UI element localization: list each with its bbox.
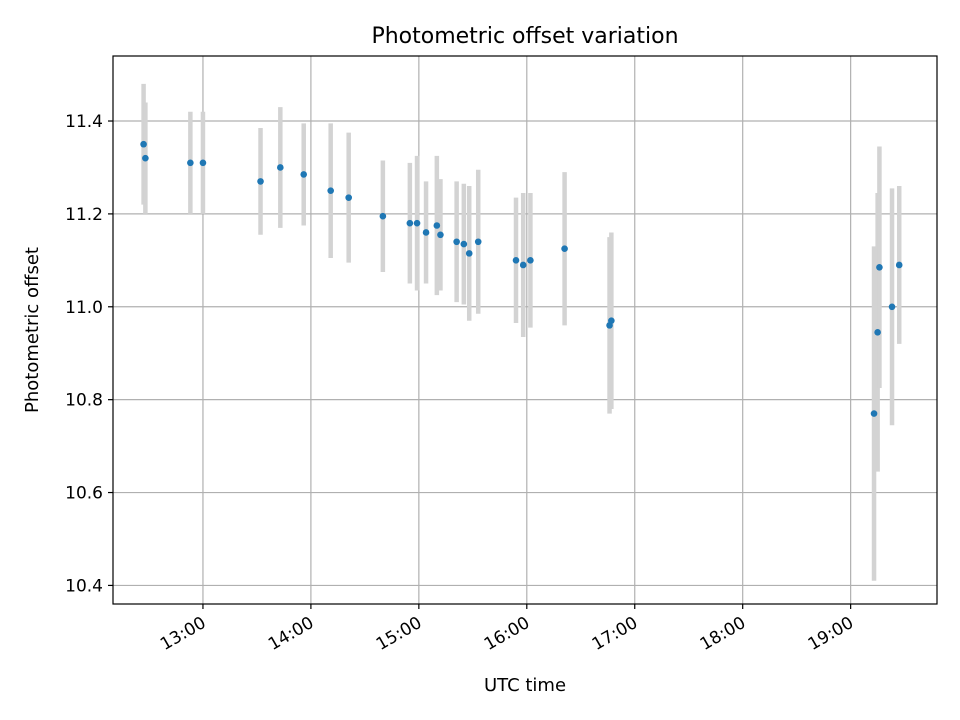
data-point (465, 250, 473, 257)
x-tick-label: 13:00 (157, 613, 209, 655)
data-points (140, 140, 903, 417)
x-tick-label: 18:00 (697, 613, 749, 655)
x-axis-ticks: 13:00 14:00 15:00 16:00 17:00 18:00 19:00 (157, 604, 857, 655)
y-axis-ticks: 10.4 10.6 10.8 11.0 11.2 11.4 (65, 112, 113, 596)
data-point (460, 240, 468, 248)
data-point (413, 219, 421, 227)
data-point (453, 238, 460, 246)
x-tick-label: 15:00 (373, 613, 425, 655)
data-point (527, 257, 534, 264)
x-tick-label: 19:00 (805, 613, 857, 655)
x-axis-label: UTC time (484, 675, 566, 696)
data-point (474, 238, 482, 246)
data-point (512, 257, 520, 264)
data-point (895, 261, 903, 269)
data-point (422, 229, 430, 236)
data-point (888, 303, 896, 311)
y-tick-label: 11.4 (65, 112, 103, 132)
data-point (257, 178, 264, 185)
data-point (300, 171, 308, 178)
data-point (876, 264, 883, 271)
data-point (345, 194, 352, 201)
data-point (437, 231, 444, 239)
data-point (379, 212, 387, 220)
data-point (608, 317, 615, 325)
data-point (870, 410, 878, 417)
x-tick-label: 17:00 (589, 613, 641, 655)
y-tick-label: 10.8 (65, 391, 103, 411)
data-point (406, 219, 414, 227)
data-point (519, 261, 527, 269)
chart-title: Photometric offset variation (371, 24, 678, 49)
y-tick-label: 10.6 (65, 484, 103, 504)
data-point (433, 222, 441, 229)
error-bars (141, 83, 902, 581)
y-tick-label: 10.4 (65, 576, 103, 596)
x-tick-label: 14:00 (265, 613, 317, 655)
y-tick-label: 11.0 (65, 298, 103, 318)
data-point (561, 245, 568, 253)
y-tick-label: 11.2 (65, 205, 103, 225)
x-tick-label: 16:00 (481, 613, 533, 655)
data-point (327, 187, 334, 194)
plot-frame (112, 55, 938, 605)
data-point (199, 159, 207, 167)
data-point (140, 140, 147, 148)
data-point (874, 329, 881, 336)
data-point (142, 154, 149, 162)
data-point (277, 164, 284, 171)
y-axis-label: Photometric offset (22, 247, 43, 413)
data-point (187, 159, 194, 167)
